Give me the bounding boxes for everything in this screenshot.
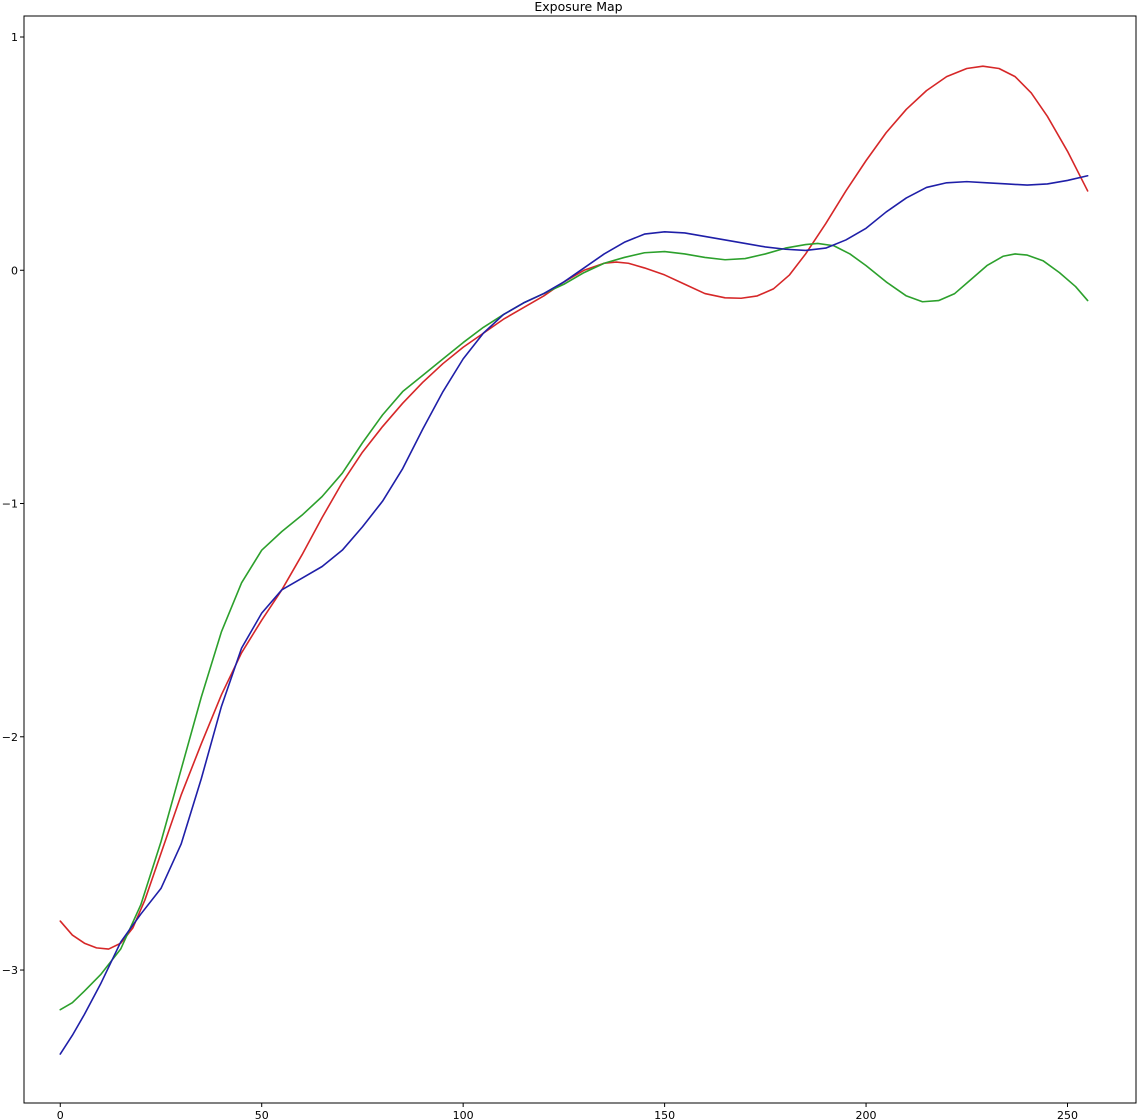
x-tick-label: 0 — [57, 1109, 64, 1120]
y-tick-label: −1 — [2, 498, 18, 511]
axis-ticks: 0 50 100 150 200 250 1 0 −1 −2 −3 — [2, 31, 1078, 1120]
x-tick-label: 200 — [856, 1109, 877, 1120]
x-tick-label: 100 — [453, 1109, 474, 1120]
y-tick-label: −3 — [2, 964, 18, 977]
chart-title: Exposure Map — [534, 0, 622, 14]
plot-area — [59, 65, 1089, 1055]
x-tick-label: 150 — [654, 1109, 675, 1120]
y-tick-label: 1 — [11, 31, 18, 44]
y-tick-label: 0 — [11, 264, 18, 277]
x-tick-label: 50 — [255, 1109, 269, 1120]
series-line-1 — [59, 65, 1089, 950]
series-line-2 — [59, 242, 1089, 1011]
series-line-3 — [59, 174, 1089, 1055]
axes-frame — [23, 15, 1137, 1104]
x-tick-label: 250 — [1057, 1109, 1078, 1120]
y-tick-label: −2 — [2, 731, 18, 744]
